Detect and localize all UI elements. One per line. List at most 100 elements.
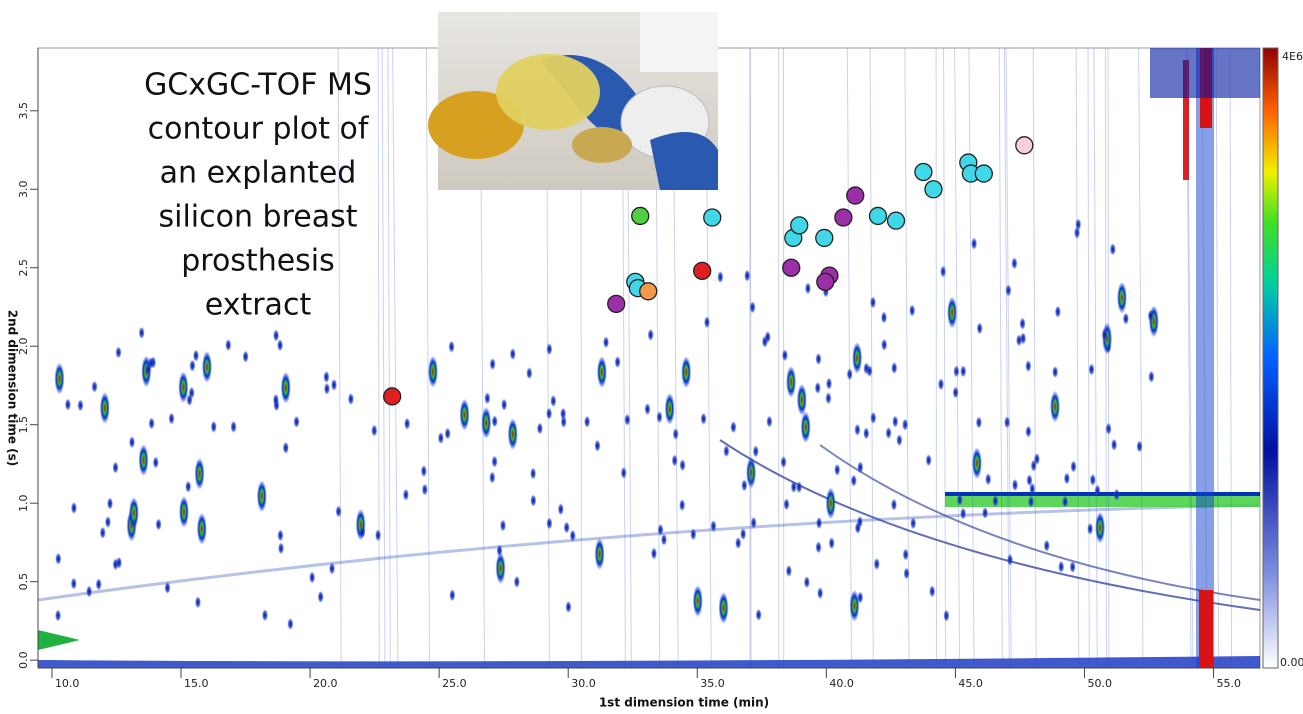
- contour-blob: [257, 480, 267, 512]
- contour-blob: [422, 484, 428, 496]
- contour-blob: [977, 322, 983, 334]
- contour-blob: [558, 503, 564, 515]
- contour-blob: [651, 548, 657, 560]
- contour-blob: [693, 585, 703, 617]
- contour-blob: [156, 518, 162, 530]
- contour-blob: [153, 456, 159, 468]
- contour-blob: [701, 413, 707, 425]
- contour-blob: [92, 381, 98, 393]
- contour-blob: [501, 399, 507, 411]
- contour-blob: [71, 502, 77, 514]
- contour-blob: [953, 365, 959, 377]
- x-tick-label: 20.0: [313, 677, 338, 690]
- contour-blob: [1102, 329, 1108, 341]
- contour-blob: [1087, 523, 1093, 535]
- contour-blob: [449, 589, 455, 601]
- contour-blob: [940, 266, 946, 278]
- x-axis-title: 1st dimension time (min): [599, 696, 769, 710]
- photo-glove: [650, 132, 718, 190]
- contour-blob: [816, 517, 822, 529]
- contour-blob: [1089, 363, 1095, 375]
- y-tick-label: 3.0: [17, 181, 30, 199]
- x-tick-label: 45.0: [958, 677, 983, 690]
- contour-blob: [796, 481, 802, 493]
- y-tick-label: 0.5: [17, 573, 30, 591]
- contour-blob: [421, 465, 427, 477]
- contour-blob: [735, 537, 741, 549]
- contour-blob: [896, 434, 902, 446]
- contour-blob: [262, 609, 268, 621]
- contour-blob: [717, 271, 723, 283]
- contour-blob: [1123, 313, 1129, 325]
- contour-blob: [179, 496, 189, 528]
- scatter-point: [975, 165, 992, 182]
- x-tick-label: 35.0: [700, 677, 725, 690]
- annotation-line: contour plot of: [148, 112, 370, 147]
- contour-blob: [903, 549, 909, 561]
- contour-blob: [225, 339, 231, 351]
- contour-blob: [294, 416, 300, 428]
- contour-blob: [1148, 310, 1154, 322]
- contour-blob: [791, 481, 797, 493]
- contour-blob: [550, 395, 556, 407]
- contour-blob: [449, 341, 455, 353]
- contour-blob: [189, 360, 195, 372]
- contour-blob: [826, 487, 836, 519]
- contour-blob: [514, 576, 520, 588]
- contour-blob: [766, 416, 772, 428]
- contour-blob: [1025, 360, 1031, 372]
- contour-blob: [621, 467, 627, 479]
- contour-blob: [1148, 371, 1154, 383]
- contour-blob: [947, 297, 957, 329]
- contour-blob: [972, 447, 982, 479]
- contour-blob: [976, 416, 982, 428]
- scatter-point: [847, 187, 864, 204]
- contour-streak: [1150, 48, 1260, 98]
- contour-blob: [564, 522, 570, 534]
- contour-blob: [96, 578, 102, 590]
- contour-blob: [359, 526, 365, 538]
- contour-blob: [149, 417, 155, 429]
- contour-blob: [756, 609, 762, 621]
- contour-blob: [834, 464, 840, 476]
- contour-blob: [283, 442, 289, 454]
- contour-blob: [54, 363, 64, 395]
- contour-blob: [891, 362, 897, 374]
- contour-blob: [490, 358, 496, 370]
- scatter-point: [640, 283, 657, 300]
- contour-blob: [1070, 561, 1076, 573]
- contour-blob: [753, 445, 759, 457]
- contour-blob: [129, 436, 135, 448]
- contour-blob: [324, 383, 330, 395]
- y-axis-title: 2nd dimension time (s): [6, 310, 20, 467]
- contour-blob: [129, 497, 139, 529]
- contour-streak: [750, 48, 751, 668]
- y-tick-label: 3.5: [17, 102, 30, 120]
- annotation-line: extract: [205, 288, 312, 323]
- contour-blob: [371, 425, 377, 437]
- annotation-line: an explanted: [160, 156, 357, 191]
- contour-blob: [537, 422, 543, 434]
- contour-blob: [55, 553, 61, 565]
- contour-blob: [1111, 439, 1117, 451]
- contour-blob: [496, 552, 506, 584]
- contour-blob: [530, 468, 536, 480]
- contour-blob: [690, 528, 696, 540]
- contour-blob: [526, 367, 532, 379]
- contour-blob: [815, 353, 821, 365]
- contour-blob: [1070, 461, 1076, 473]
- contour-blob: [546, 343, 552, 355]
- contour-streak: [1199, 590, 1213, 668]
- x-tick-label: 55.0: [1217, 677, 1242, 690]
- y-tick-label: 0.0: [17, 651, 30, 669]
- contour-blob: [992, 495, 998, 507]
- contour-blob: [891, 499, 897, 511]
- contour-blob: [318, 591, 324, 603]
- contour-blob: [804, 576, 810, 588]
- contour-blob: [438, 432, 444, 444]
- contour-blob: [648, 329, 654, 341]
- contour-blob: [805, 282, 811, 294]
- contour-blob: [1025, 426, 1031, 438]
- contour-blob: [943, 610, 949, 622]
- contour-blob: [615, 356, 621, 368]
